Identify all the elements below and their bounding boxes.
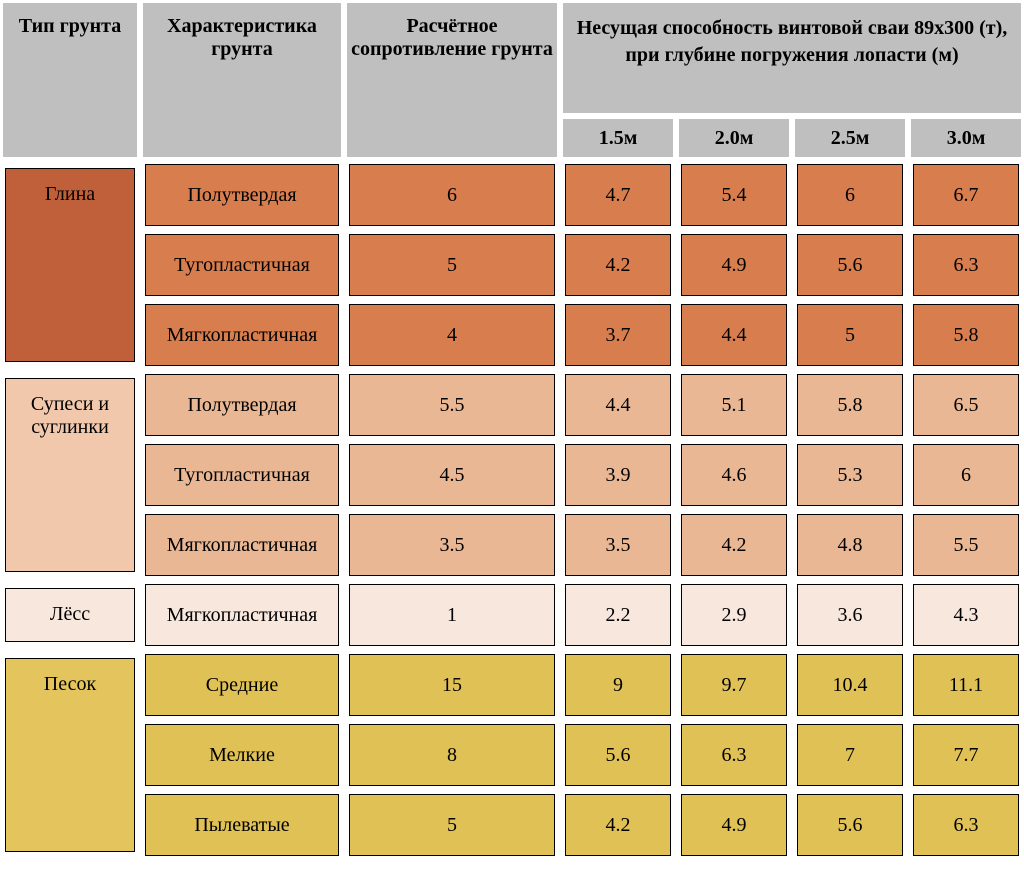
table-row: ПесокСредние1599.710.411.1 [0,650,1024,720]
table-row: Мелкие85.66.377.7 [0,720,1024,790]
table-row: Мягкопластичная43.74.455.8 [0,300,1024,370]
characteristic-cell: Мягкопластичная [140,580,344,650]
resistance-cell: 5 [344,230,560,300]
resistance-cell: 1 [344,580,560,650]
soil-type-cell: Лёсс [0,580,140,650]
capacity-cell: 3.7 [560,300,676,370]
capacity-cell: 5.4 [676,160,792,230]
characteristic-cell: Пылеватые [140,790,344,860]
table-header: Тип грунтаХарактеристика грунтаРасчётное… [0,0,1024,160]
resistance-cell: 15 [344,650,560,720]
capacity-cell: 6.7 [908,160,1024,230]
capacity-cell: 9 [560,650,676,720]
capacity-cell: 5.6 [792,790,908,860]
soil-type-cell: Глина [0,160,140,370]
resistance-cell: 6 [344,160,560,230]
capacity-cell: 5.1 [676,370,792,440]
soil-type-cell: Супеси и суглинки [0,370,140,580]
depth-header: 2.0м [676,116,792,160]
capacity-cell: 6 [908,440,1024,510]
capacity-cell: 3.9 [560,440,676,510]
capacity-cell: 4.6 [676,440,792,510]
capacity-cell: 6.3 [908,790,1024,860]
column-header: Тип грунта [0,0,140,160]
capacity-cell: 5.3 [792,440,908,510]
capacity-cell: 4.4 [560,370,676,440]
depth-header: 2.5м [792,116,908,160]
characteristic-cell: Тугопластичная [140,440,344,510]
resistance-cell: 4.5 [344,440,560,510]
capacity-cell: 4.4 [676,300,792,370]
capacity-cell: 3.5 [560,510,676,580]
soil-capacity-table: Тип грунтаХарактеристика грунтаРасчётное… [0,0,1024,860]
capacity-cell: 11.1 [908,650,1024,720]
characteristic-cell: Мягкопластичная [140,510,344,580]
capacity-cell: 7 [792,720,908,790]
resistance-cell: 4 [344,300,560,370]
capacity-cell: 5.8 [908,300,1024,370]
table-row: Пылеватые54.24.95.66.3 [0,790,1024,860]
table-body: ГлинаПолутвердая64.75.466.7Тугопластична… [0,160,1024,860]
table-row: Мягкопластичная3.53.54.24.85.5 [0,510,1024,580]
characteristic-cell: Мягкопластичная [140,300,344,370]
capacity-cell: 4.7 [560,160,676,230]
capacity-cell: 4.9 [676,790,792,860]
capacity-cell: 5.5 [908,510,1024,580]
characteristic-cell: Средние [140,650,344,720]
capacity-cell: 4.2 [560,230,676,300]
table-row: ГлинаПолутвердая64.75.466.7 [0,160,1024,230]
capacity-cell: 6.5 [908,370,1024,440]
depth-header: 3.0м [908,116,1024,160]
characteristic-cell: Мелкие [140,720,344,790]
capacity-cell: 4.9 [676,230,792,300]
capacity-cell: 2.9 [676,580,792,650]
capacity-cell: 5.6 [792,230,908,300]
capacity-cell: 6.3 [908,230,1024,300]
capacity-cell: 7.7 [908,720,1024,790]
capacity-cell: 10.4 [792,650,908,720]
resistance-cell: 5.5 [344,370,560,440]
table-row: ЛёссМягкопластичная12.22.93.64.3 [0,580,1024,650]
table-row: Супеси и суглинкиПолутвердая5.54.45.15.8… [0,370,1024,440]
resistance-cell: 8 [344,720,560,790]
resistance-cell: 5 [344,790,560,860]
column-header-span: Несущая способность винтовой сваи 89х300… [560,0,1024,116]
table-row: Тугопластичная4.53.94.65.36 [0,440,1024,510]
capacity-cell: 5 [792,300,908,370]
capacity-cell: 3.6 [792,580,908,650]
table-row: Тугопластичная54.24.95.66.3 [0,230,1024,300]
capacity-cell: 6.3 [676,720,792,790]
capacity-cell: 4.3 [908,580,1024,650]
capacity-cell: 4.2 [560,790,676,860]
capacity-cell: 6 [792,160,908,230]
soil-type-cell: Песок [0,650,140,860]
capacity-cell: 4.8 [792,510,908,580]
depth-header: 1.5м [560,116,676,160]
characteristic-cell: Полутвердая [140,160,344,230]
capacity-cell: 4.2 [676,510,792,580]
resistance-cell: 3.5 [344,510,560,580]
capacity-cell: 9.7 [676,650,792,720]
capacity-cell: 5.8 [792,370,908,440]
column-header: Расчётное сопротивление грунта [344,0,560,160]
capacity-cell: 5.6 [560,720,676,790]
characteristic-cell: Полутвердая [140,370,344,440]
characteristic-cell: Тугопластичная [140,230,344,300]
column-header: Характеристика грунта [140,0,344,160]
capacity-cell: 2.2 [560,580,676,650]
